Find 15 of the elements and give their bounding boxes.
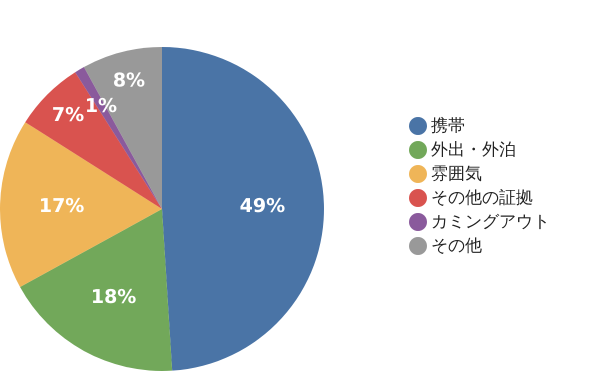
data-label: 49% (240, 194, 286, 217)
legend-label: 外出・外泊 (431, 140, 516, 160)
legend-label: カミングアウト (431, 212, 550, 232)
data-label: 18% (90, 286, 136, 308)
data-label: 1% (84, 94, 118, 117)
pie-slice (0, 122, 162, 288)
legend-label: 携帯 (431, 116, 465, 136)
pie-slice (162, 47, 324, 371)
data-label: 17% (38, 194, 84, 217)
pie-slice (84, 47, 162, 209)
data-label: 7% (52, 104, 84, 126)
legend-label: その他 (431, 236, 482, 256)
legend-label: その他の証拠 (431, 188, 533, 208)
data-label: 8% (112, 69, 146, 92)
legend-label: 雰囲気 (431, 164, 482, 184)
